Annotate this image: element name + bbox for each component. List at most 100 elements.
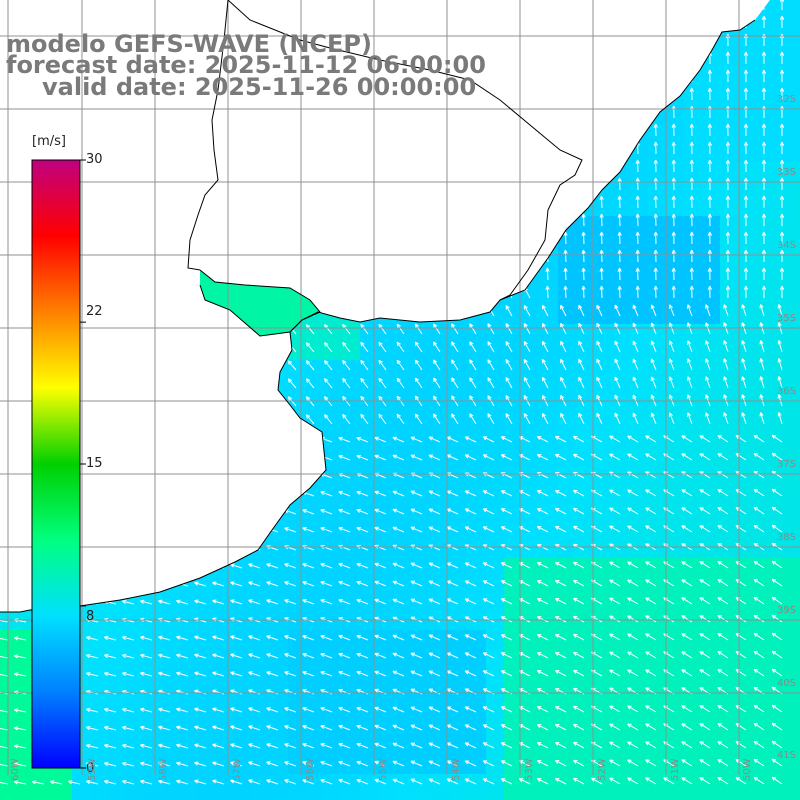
- wind-arrow: [197, 379, 207, 389]
- wind-arrow: [378, 125, 387, 137]
- wind-arrow: [230, 671, 243, 677]
- wind-speed-cell: [468, 702, 487, 721]
- wind-speed-cell: [198, 504, 217, 523]
- wind-speed-cell: [432, 270, 451, 289]
- wind-speed-cell: [162, 108, 181, 127]
- wind-arrow: [215, 180, 225, 191]
- wind-speed-cell: [450, 324, 469, 343]
- wind-speed-cell: [216, 396, 235, 415]
- wind-arrow: [88, 109, 99, 119]
- wind-speed-cell: [612, 504, 631, 523]
- wind-arrow: [269, 414, 279, 425]
- wind-arrow: [360, 341, 369, 353]
- wind-arrow: [378, 287, 387, 299]
- wind-speed-cell: [396, 108, 415, 127]
- wind-speed-cell: [198, 162, 217, 181]
- wind-arrow: [573, 525, 585, 533]
- wind-arrow: [410, 706, 423, 713]
- wind-arrow: [396, 161, 405, 173]
- wind-speed-cell: [90, 432, 109, 451]
- wind-speed-cell: [630, 252, 649, 271]
- wind-speed-cell: [486, 162, 505, 181]
- wind-speed-cell: [162, 306, 181, 325]
- wind-speed-cell: [504, 450, 523, 469]
- wind-speed-cell: [144, 792, 163, 800]
- wind-speed-cell: [270, 468, 289, 487]
- wind-arrow: [266, 707, 279, 713]
- lat-label: 37S: [776, 459, 796, 470]
- wind-speed-cell: [396, 504, 415, 523]
- wind-arrow: [33, 2, 45, 11]
- wind-arrow: [653, 0, 658, 11]
- wind-arrow: [142, 19, 153, 29]
- wind-arrow: [725, 159, 731, 173]
- wind-arrow: [104, 725, 117, 731]
- wind-speed-cell: [198, 180, 217, 199]
- wind-speed-cell: [0, 648, 19, 667]
- wind-arrow: [305, 360, 315, 371]
- wind-arrow: [197, 343, 207, 353]
- wind-speed-cell: [648, 378, 667, 397]
- wind-arrow: [632, 376, 639, 389]
- wind-arrow: [536, 580, 549, 587]
- wind-arrow: [563, 0, 568, 11]
- wind-arrow: [771, 506, 783, 515]
- wind-arrow: [743, 177, 749, 191]
- wind-arrow: [653, 15, 658, 29]
- wind-speed-cell: [558, 180, 577, 199]
- wind-speed-cell: [666, 378, 685, 397]
- wind-arrow: [142, 397, 153, 407]
- wind-speed-cell: [738, 540, 757, 559]
- wind-arrow: [13, 528, 27, 533]
- wind-speed-cell: [522, 162, 541, 181]
- wind-arrow: [215, 414, 225, 425]
- wind-arrow: [414, 125, 423, 137]
- wind-speed-cell: [450, 792, 469, 800]
- wind-arrow: [599, 285, 604, 299]
- wind-arrow: [779, 51, 785, 65]
- wind-speed-cell: [738, 36, 757, 55]
- wind-arrow: [212, 725, 225, 731]
- wind-arrow: [523, 359, 531, 371]
- wind-speed-cell: [270, 774, 289, 793]
- wind-arrow: [305, 252, 315, 263]
- wind-speed-cell: [612, 720, 631, 739]
- wind-arrow: [251, 360, 261, 371]
- wind-arrow: [360, 233, 369, 245]
- wind-speed-cell: [450, 270, 469, 289]
- wind-speed-cell: [162, 144, 181, 163]
- wind-arrow: [573, 507, 585, 515]
- wind-speed-cell: [576, 18, 595, 37]
- wind-speed-cell: [612, 774, 631, 793]
- wind-speed-cell: [684, 432, 703, 451]
- wind-speed-cell: [90, 0, 109, 19]
- wind-arrow: [645, 453, 657, 461]
- wind-speed-cell: [504, 738, 523, 757]
- wind-arrow: [104, 473, 117, 479]
- wind-speed-cell: [324, 378, 343, 397]
- wind-arrow: [554, 579, 567, 587]
- wind-arrow: [635, 123, 640, 137]
- wind-arrow: [360, 125, 369, 137]
- wind-arrow: [451, 143, 459, 155]
- wind-speed-cell: [144, 288, 163, 307]
- wind-speed-cell: [684, 324, 703, 343]
- wind-speed-cell: [126, 162, 145, 181]
- wind-arrow: [233, 234, 243, 245]
- wind-speed-cell: [90, 558, 109, 577]
- wind-arrow: [140, 563, 153, 569]
- wind-speed-cell: [738, 324, 757, 343]
- wind-arrow: [197, 217, 207, 227]
- wind-arrow: [287, 162, 297, 173]
- wind-arrow: [194, 455, 207, 461]
- wind-arrow: [194, 563, 207, 569]
- wind-speed-cell: [234, 504, 253, 523]
- wind-arrow: [779, 231, 785, 245]
- wind-speed-cell: [162, 648, 181, 667]
- wind-speed-cell: [162, 270, 181, 289]
- wind-arrow: [178, 379, 189, 389]
- wind-arrow: [609, 453, 621, 461]
- wind-speed-cell: [612, 738, 631, 757]
- wind-speed-cell: [360, 0, 379, 19]
- wind-arrow: [635, 105, 640, 119]
